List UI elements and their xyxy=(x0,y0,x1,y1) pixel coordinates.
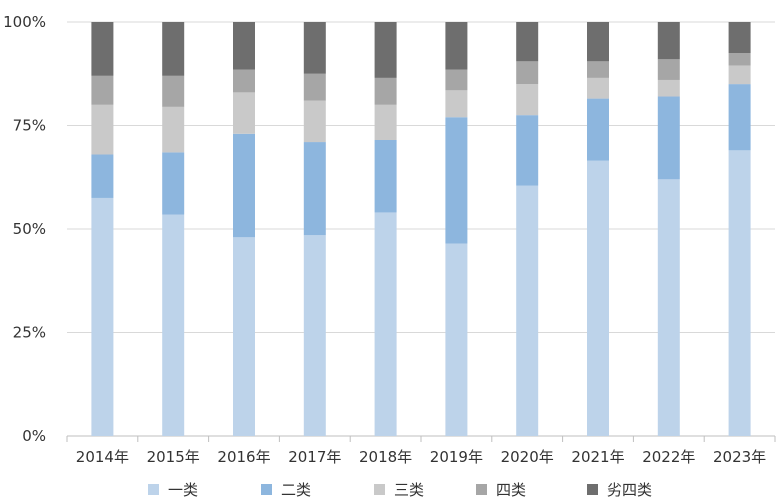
x-tick-label: 2021年 xyxy=(571,448,624,466)
bar-segment xyxy=(91,197,114,436)
bar-segment xyxy=(587,22,609,62)
bar-segment xyxy=(162,75,185,107)
bar-segment xyxy=(91,22,114,76)
bar-segment xyxy=(233,92,255,134)
bar-segment xyxy=(516,84,539,116)
y-tick-label: 25% xyxy=(13,324,46,342)
bar-segment xyxy=(91,154,114,198)
bar-segment xyxy=(445,22,468,70)
bar-segment xyxy=(516,61,539,85)
legend-label: 三类 xyxy=(394,481,424,499)
bar-segment xyxy=(657,179,680,436)
bar-segment xyxy=(445,90,468,118)
bar-segment xyxy=(162,106,185,153)
legend-item: 三类 xyxy=(374,481,424,499)
bar-segment xyxy=(587,61,609,78)
bar-segment xyxy=(374,139,397,213)
legend-item: 二类 xyxy=(261,481,311,499)
y-tick-label: 75% xyxy=(13,117,46,135)
bar-segment xyxy=(445,117,468,244)
legend-label: 劣四类 xyxy=(607,481,652,499)
x-tick-label: 2019年 xyxy=(430,448,483,466)
bar-segment xyxy=(374,212,397,436)
bar-segment xyxy=(657,96,680,180)
legend-label: 四类 xyxy=(496,481,526,499)
bar-segment xyxy=(516,22,539,62)
bar-segment xyxy=(233,22,255,70)
bar-segment xyxy=(728,53,751,66)
bar-segment xyxy=(587,160,609,436)
bar-segment xyxy=(516,185,539,436)
bar-segment xyxy=(728,65,751,85)
bar-segment xyxy=(162,22,185,76)
legend: 一类 二类 三类 四类 劣四类 xyxy=(148,481,652,499)
bar-segment xyxy=(728,150,751,436)
legend-item: 劣四类 xyxy=(587,481,652,499)
legend-swatch xyxy=(476,484,487,495)
x-tick-label: 2023年 xyxy=(713,448,766,466)
legend-swatch xyxy=(587,484,598,495)
bar-segment xyxy=(657,59,680,80)
legend-swatch xyxy=(148,484,159,495)
x-axis: 2014年 2015年 2016年 2017年 2018年 2019年 2020年 2021年… xyxy=(66,436,776,466)
x-tick-label: 2018年 xyxy=(359,448,412,466)
legend-label: 二类 xyxy=(281,481,311,499)
bar-segment xyxy=(657,79,680,97)
bar-segment xyxy=(233,69,255,93)
bar-segment xyxy=(587,77,609,99)
y-tick-label: 50% xyxy=(13,220,46,238)
bar-segment xyxy=(374,77,397,105)
bar-segment xyxy=(374,22,397,78)
legend-swatch xyxy=(374,484,385,495)
x-tick-label: 2014年 xyxy=(76,448,129,466)
bar-segment xyxy=(162,152,185,215)
legend-swatch xyxy=(261,484,272,495)
y-axis: 0% 25% 50% 75% 100% xyxy=(3,13,46,445)
bar-segment xyxy=(445,243,468,436)
x-tick-label: 2022年 xyxy=(642,448,695,466)
x-tick-label: 2017年 xyxy=(288,448,341,466)
legend-item: 一类 xyxy=(148,481,198,499)
bar-segment xyxy=(162,214,185,436)
bar-segment xyxy=(91,104,114,155)
bar-segment xyxy=(91,75,114,105)
bar-segment xyxy=(233,237,255,436)
bar-segment xyxy=(303,100,326,143)
legend-label: 一类 xyxy=(168,481,198,499)
bar-segment xyxy=(516,115,539,186)
bar-segment xyxy=(303,235,326,436)
bar-segment xyxy=(303,142,326,236)
y-tick-label: 100% xyxy=(3,13,46,31)
x-tick-label: 2016年 xyxy=(217,448,270,466)
bar-segment xyxy=(233,133,255,238)
x-tick-label: 2015年 xyxy=(147,448,200,466)
y-tick-label: 0% xyxy=(22,427,46,445)
bar-segment xyxy=(728,22,751,54)
x-tick-label: 2020年 xyxy=(501,448,554,466)
bar-segment xyxy=(303,22,326,74)
legend-item: 四类 xyxy=(476,481,526,499)
bar-segment xyxy=(657,22,680,60)
bar-segment xyxy=(587,98,609,161)
bars xyxy=(91,22,751,436)
bar-segment xyxy=(445,69,468,91)
bar-segment xyxy=(728,84,751,151)
bar-segment xyxy=(303,73,326,101)
gridlines xyxy=(67,21,775,437)
bar-segment xyxy=(374,104,397,140)
